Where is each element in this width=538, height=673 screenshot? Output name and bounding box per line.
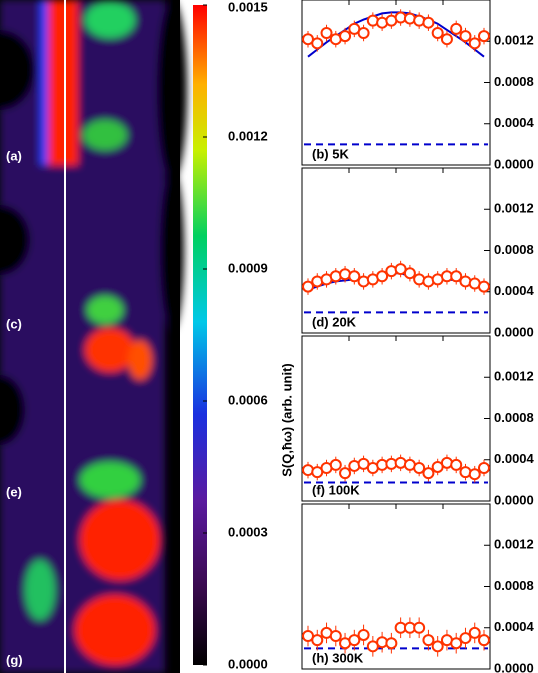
y-tick-label: 0.0008 bbox=[494, 74, 534, 89]
y-tick-label: 0.0000 bbox=[494, 492, 534, 507]
y-tick-label: 0.0008 bbox=[494, 242, 534, 257]
colorbar-tick-label: 0.0003 bbox=[228, 524, 268, 539]
data-point bbox=[311, 37, 324, 50]
y-tick-label: 0.0012 bbox=[494, 33, 534, 48]
colorbar-tick-label: 0.0009 bbox=[228, 260, 268, 275]
data-point bbox=[422, 16, 435, 29]
y-tick-label: 0.0000 bbox=[494, 156, 534, 171]
data-point bbox=[422, 634, 435, 647]
y-tick-label: 0.0012 bbox=[494, 537, 534, 552]
data-point bbox=[311, 634, 324, 647]
panel-label: (e) bbox=[6, 484, 22, 499]
data-point bbox=[459, 632, 472, 645]
data-point bbox=[357, 27, 370, 39]
data-point bbox=[302, 280, 314, 293]
data-point bbox=[431, 27, 444, 39]
heatmap-fill bbox=[0, 0, 187, 673]
y-tick-label: 0.0008 bbox=[494, 578, 534, 593]
y-tick-label: 0.0004 bbox=[494, 619, 535, 634]
data-point bbox=[413, 621, 426, 634]
data-point bbox=[348, 634, 361, 647]
data-point bbox=[478, 462, 490, 474]
y-tick-label: 0.0000 bbox=[494, 324, 534, 339]
colorbar-tick-label: 0.0015 bbox=[228, 0, 268, 14]
data-point bbox=[440, 33, 453, 46]
data-point bbox=[468, 468, 481, 481]
data-point bbox=[403, 267, 416, 280]
y-tick-label: 0.0008 bbox=[494, 410, 534, 425]
data-point bbox=[339, 30, 352, 43]
data-point bbox=[478, 280, 490, 293]
data-point bbox=[376, 270, 389, 283]
y-axis-label: S(Q,ħω) (arb. unit) bbox=[279, 363, 294, 477]
colorbar-tick-label: 0.0006 bbox=[228, 392, 268, 407]
y-tick-label: 0.0012 bbox=[494, 369, 534, 384]
data-point bbox=[339, 467, 352, 480]
panel-label: (h) 300K bbox=[312, 650, 364, 665]
y-tick-label: 0.0000 bbox=[494, 660, 534, 673]
data-point bbox=[450, 637, 463, 650]
panel-label: (c) bbox=[6, 316, 22, 331]
y-tick-label: 0.0004 bbox=[494, 283, 535, 298]
data-point bbox=[357, 628, 370, 641]
panel-label: (d) 20K bbox=[312, 314, 357, 329]
panel-frame bbox=[301, 0, 491, 166]
panel-label: (f) 100K bbox=[312, 482, 360, 497]
data-point bbox=[450, 458, 463, 471]
data-point bbox=[348, 270, 361, 283]
colorbar-tick-label: 0.0012 bbox=[228, 128, 268, 143]
data-point bbox=[413, 462, 426, 474]
data-point bbox=[478, 634, 490, 647]
panel-label: (b) 5K bbox=[312, 146, 349, 161]
data-point bbox=[385, 637, 398, 650]
panel-label: (a) bbox=[6, 148, 22, 163]
colorbar bbox=[193, 5, 207, 665]
colorbar-tick-label: 0.0000 bbox=[228, 656, 268, 671]
data-point bbox=[468, 626, 481, 639]
y-tick-label: 0.0004 bbox=[494, 451, 535, 466]
data-point bbox=[329, 458, 342, 471]
panel-frame bbox=[301, 167, 491, 334]
data-point bbox=[459, 30, 472, 43]
data-point bbox=[450, 22, 463, 35]
heatmaps bbox=[0, 0, 187, 673]
data-point bbox=[422, 467, 435, 480]
data-point bbox=[450, 270, 463, 283]
panel-label: (g) bbox=[6, 652, 23, 667]
data-point bbox=[431, 640, 444, 653]
data-point bbox=[478, 30, 490, 43]
data-point bbox=[329, 630, 342, 642]
y-tick-label: 0.0004 bbox=[494, 115, 535, 130]
data-point bbox=[320, 27, 333, 39]
y-tick-label: 0.0012 bbox=[494, 201, 534, 216]
data-point bbox=[468, 37, 481, 50]
